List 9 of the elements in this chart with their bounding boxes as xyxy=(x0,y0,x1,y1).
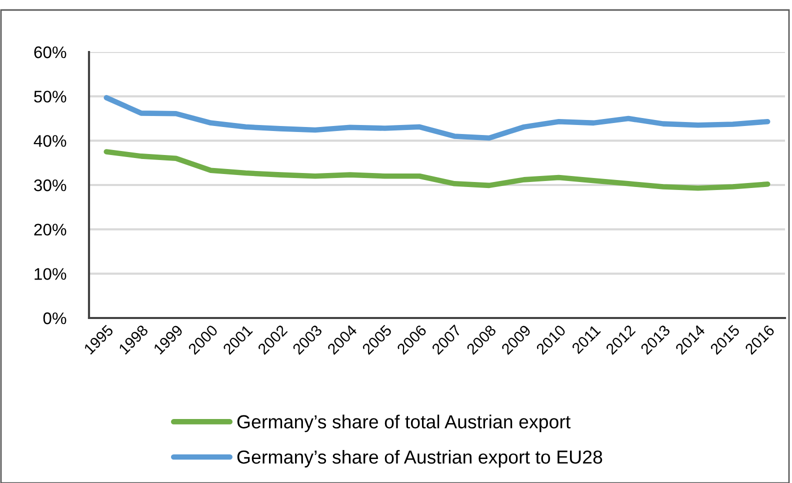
y-tick-label: 50% xyxy=(34,90,66,103)
y-tick-label: 40% xyxy=(34,135,66,147)
y-tick-label: 20% xyxy=(34,224,66,236)
y-tick-label: 10% xyxy=(34,268,66,280)
y-tick-label: 30% xyxy=(34,179,66,192)
legend-label: Germany’s share of Austrian export to EU28 xyxy=(237,450,602,468)
y-tick-label: 0% xyxy=(43,312,66,324)
legend-label: Germany’s share of total Austrian export xyxy=(237,414,571,432)
y-tick-label: 60% xyxy=(34,46,66,58)
